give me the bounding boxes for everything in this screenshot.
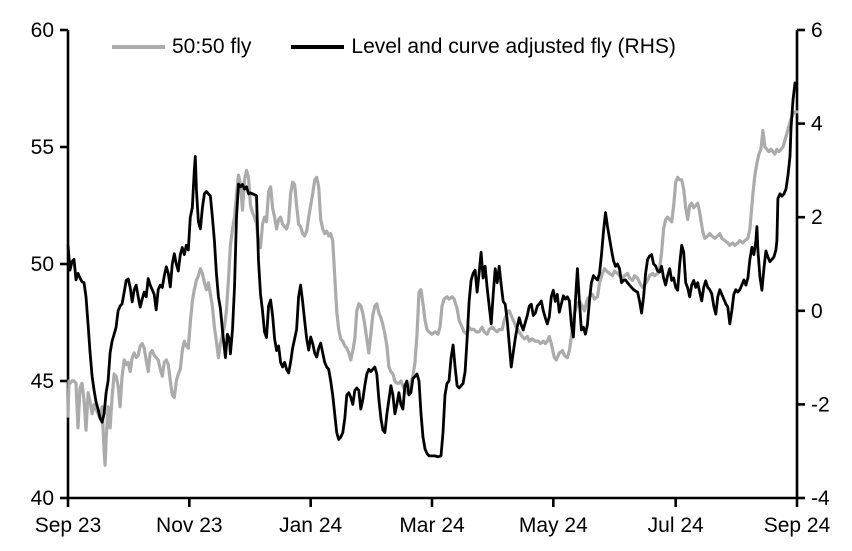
y-right-tick-label: -4	[811, 487, 830, 510]
legend: 50:50 fly Level and curve adjusted fly (…	[112, 35, 676, 59]
series-5050-fly-line	[66, 110, 799, 467]
x-tick-label: May 24	[519, 514, 588, 537]
y-left-tick-label: 45	[31, 370, 54, 393]
x-tick-label: Jul 24	[648, 514, 704, 537]
y-right-tick-label: 0	[811, 300, 823, 323]
legend-line-sample-black	[291, 45, 345, 49]
y-left-tick-label: 60	[31, 19, 54, 42]
x-tick-label: Sep 23	[35, 514, 102, 537]
y-left-tick-label: 55	[31, 136, 54, 159]
y-axis-left-ticks: 60 55 50 45 40	[31, 19, 68, 510]
x-axis-ticks: Sep 23 Nov 23 Jan 24 Mar 24 May 24 Jul 24 Sep …	[35, 498, 831, 537]
y-axis-right-ticks: 6 4 2 0 -2 -4	[797, 19, 830, 510]
y-left-tick-label: 40	[31, 487, 54, 510]
series-level-curve-adjusted-fly-line	[66, 81, 799, 459]
legend-label-level-curve-adjusted-fly: Level and curve adjusted fly (RHS)	[351, 35, 676, 58]
y-left-tick-label: 50	[31, 253, 54, 276]
x-tick-label: Jan 24	[279, 514, 342, 537]
legend-label-5050-fly: 50:50 fly	[172, 35, 252, 58]
x-tick-label: Sep 24	[764, 514, 831, 537]
x-tick-label: Nov 23	[156, 514, 223, 537]
y-right-tick-label: 6	[811, 19, 823, 42]
y-right-tick-label: -2	[811, 393, 830, 416]
y-right-tick-label: 4	[811, 113, 823, 136]
x-tick-label: Mar 24	[399, 514, 465, 537]
legend-line-sample-gray	[112, 45, 165, 49]
y-right-tick-label: 2	[811, 206, 823, 229]
